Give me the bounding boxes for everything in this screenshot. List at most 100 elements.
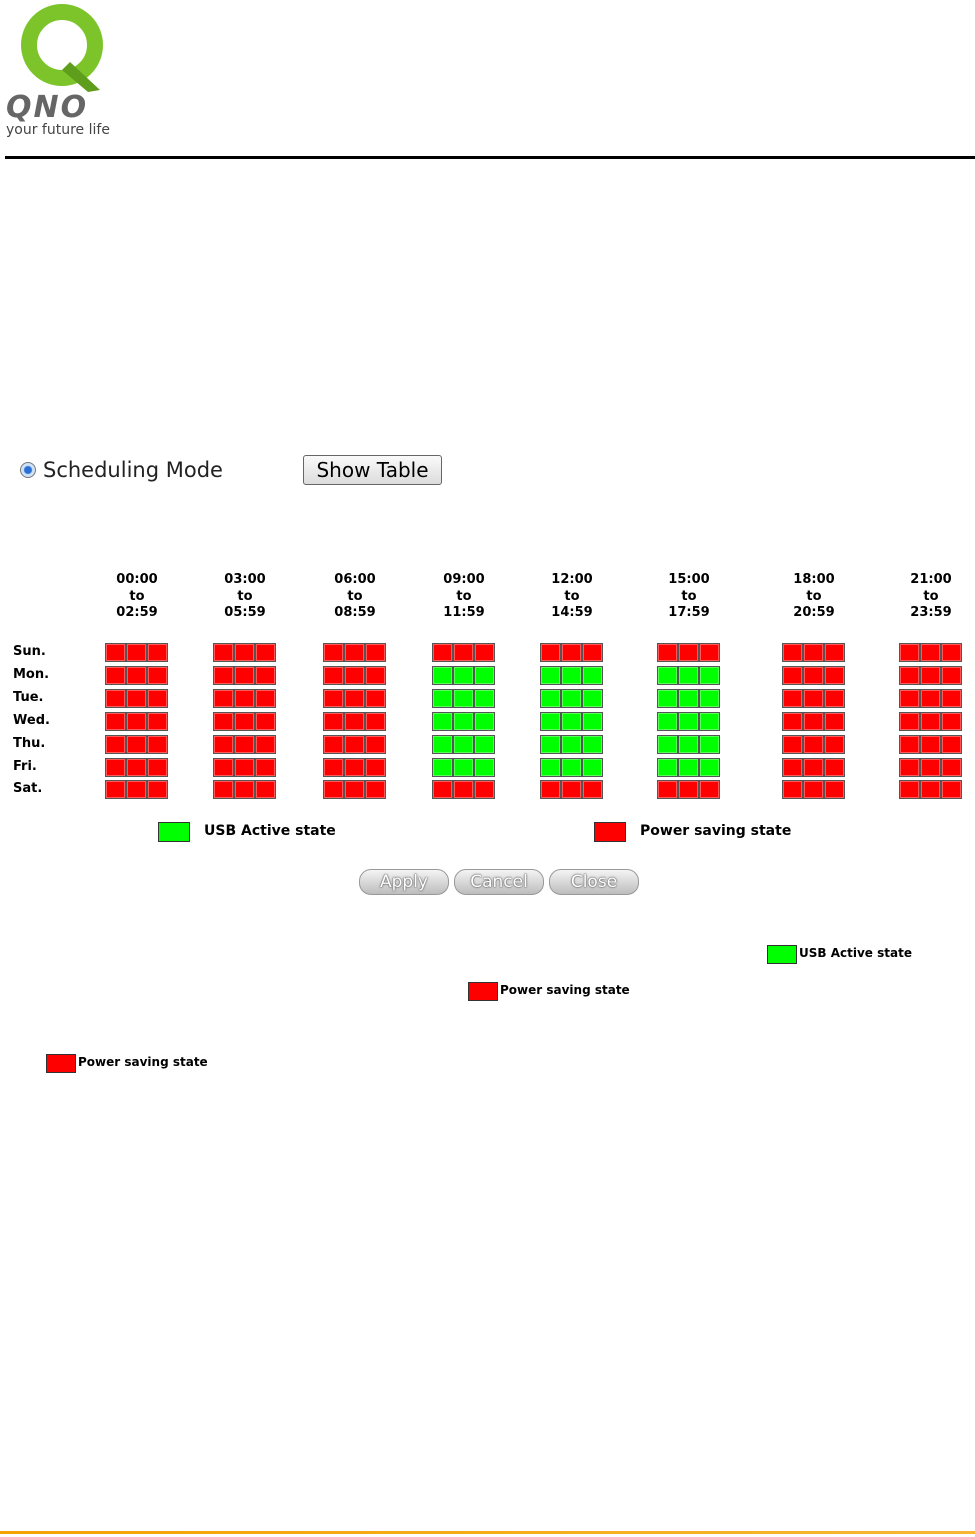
schedule-cell[interactable] — [147, 734, 168, 754]
action-button[interactable]: Cancel — [454, 869, 544, 895]
schedule-cell[interactable] — [453, 643, 474, 662]
schedule-cell[interactable] — [920, 688, 941, 708]
show-table-button[interactable]: Show Table — [303, 455, 442, 485]
schedule-cell[interactable] — [941, 757, 962, 777]
schedule-cell[interactable] — [899, 780, 920, 800]
action-button[interactable]: Apply — [359, 869, 449, 895]
schedule-cell[interactable] — [147, 711, 168, 731]
schedule-cell[interactable] — [344, 711, 365, 731]
schedule-cell[interactable] — [540, 665, 561, 685]
schedule-cell[interactable] — [678, 780, 699, 800]
schedule-cell[interactable] — [782, 780, 803, 800]
schedule-cell[interactable] — [561, 643, 582, 662]
schedule-cell[interactable] — [234, 711, 255, 731]
schedule-cell[interactable] — [432, 734, 453, 754]
schedule-cell[interactable] — [657, 757, 678, 777]
schedule-cell[interactable] — [105, 688, 126, 708]
schedule-cell[interactable] — [234, 688, 255, 708]
schedule-cell[interactable] — [699, 665, 720, 685]
schedule-cell[interactable] — [453, 711, 474, 731]
schedule-cell[interactable] — [234, 643, 255, 662]
schedule-cell[interactable] — [582, 643, 603, 662]
schedule-cell[interactable] — [105, 665, 126, 685]
schedule-cell[interactable] — [323, 780, 344, 800]
schedule-cell[interactable] — [920, 711, 941, 731]
schedule-cell[interactable] — [344, 757, 365, 777]
schedule-cell[interactable] — [432, 757, 453, 777]
schedule-cell[interactable] — [323, 643, 344, 662]
schedule-cell[interactable] — [540, 757, 561, 777]
schedule-cell[interactable] — [657, 665, 678, 685]
schedule-cell[interactable] — [824, 665, 845, 685]
schedule-cell[interactable] — [344, 688, 365, 708]
schedule-cell[interactable] — [803, 711, 824, 731]
schedule-cell[interactable] — [474, 643, 495, 662]
schedule-cell[interactable] — [582, 780, 603, 800]
schedule-cell[interactable] — [899, 711, 920, 731]
schedule-cell[interactable] — [213, 780, 234, 800]
schedule-cell[interactable] — [432, 711, 453, 731]
schedule-cell[interactable] — [453, 665, 474, 685]
schedule-cell[interactable] — [474, 711, 495, 731]
schedule-cell[interactable] — [105, 734, 126, 754]
schedule-cell[interactable] — [899, 734, 920, 754]
schedule-cell[interactable] — [344, 665, 365, 685]
schedule-cell[interactable] — [474, 734, 495, 754]
schedule-cell[interactable] — [782, 643, 803, 662]
schedule-cell[interactable] — [561, 688, 582, 708]
schedule-cell[interactable] — [126, 711, 147, 731]
schedule-cell[interactable] — [657, 643, 678, 662]
schedule-cell[interactable] — [323, 734, 344, 754]
schedule-cell[interactable] — [105, 757, 126, 777]
schedule-cell[interactable] — [147, 757, 168, 777]
schedule-cell[interactable] — [213, 711, 234, 731]
schedule-cell[interactable] — [105, 780, 126, 800]
schedule-cell[interactable] — [561, 780, 582, 800]
schedule-cell[interactable] — [899, 757, 920, 777]
schedule-cell[interactable] — [941, 688, 962, 708]
schedule-cell[interactable] — [234, 780, 255, 800]
schedule-cell[interactable] — [344, 734, 365, 754]
schedule-cell[interactable] — [657, 711, 678, 731]
schedule-cell[interactable] — [699, 711, 720, 731]
schedule-cell[interactable] — [699, 643, 720, 662]
schedule-cell[interactable] — [657, 734, 678, 754]
schedule-cell[interactable] — [453, 780, 474, 800]
schedule-cell[interactable] — [255, 711, 276, 731]
schedule-cell[interactable] — [126, 757, 147, 777]
schedule-cell[interactable] — [678, 734, 699, 754]
schedule-cell[interactable] — [105, 711, 126, 731]
schedule-cell[interactable] — [678, 711, 699, 731]
schedule-cell[interactable] — [213, 665, 234, 685]
schedule-cell[interactable] — [453, 734, 474, 754]
schedule-cell[interactable] — [920, 757, 941, 777]
schedule-cell[interactable] — [213, 734, 234, 754]
radio[interactable] — [20, 462, 36, 478]
schedule-cell[interactable] — [782, 665, 803, 685]
schedule-cell[interactable] — [147, 665, 168, 685]
schedule-cell[interactable] — [582, 734, 603, 754]
schedule-cell[interactable] — [678, 757, 699, 777]
schedule-cell[interactable] — [899, 665, 920, 685]
schedule-cell[interactable] — [147, 780, 168, 800]
schedule-cell[interactable] — [941, 780, 962, 800]
schedule-cell[interactable] — [432, 665, 453, 685]
schedule-cell[interactable] — [474, 665, 495, 685]
schedule-cell[interactable] — [540, 711, 561, 731]
schedule-cell[interactable] — [824, 643, 845, 662]
schedule-cell[interactable] — [540, 688, 561, 708]
schedule-cell[interactable] — [561, 757, 582, 777]
schedule-cell[interactable] — [582, 688, 603, 708]
schedule-cell[interactable] — [365, 734, 386, 754]
schedule-cell[interactable] — [561, 711, 582, 731]
schedule-cell[interactable] — [323, 665, 344, 685]
schedule-cell[interactable] — [323, 711, 344, 731]
schedule-cell[interactable] — [920, 665, 941, 685]
schedule-cell[interactable] — [344, 780, 365, 800]
schedule-cell[interactable] — [920, 780, 941, 800]
schedule-cell[interactable] — [699, 757, 720, 777]
schedule-cell[interactable] — [678, 643, 699, 662]
schedule-cell[interactable] — [255, 688, 276, 708]
schedule-cell[interactable] — [474, 780, 495, 800]
schedule-cell[interactable] — [474, 688, 495, 708]
